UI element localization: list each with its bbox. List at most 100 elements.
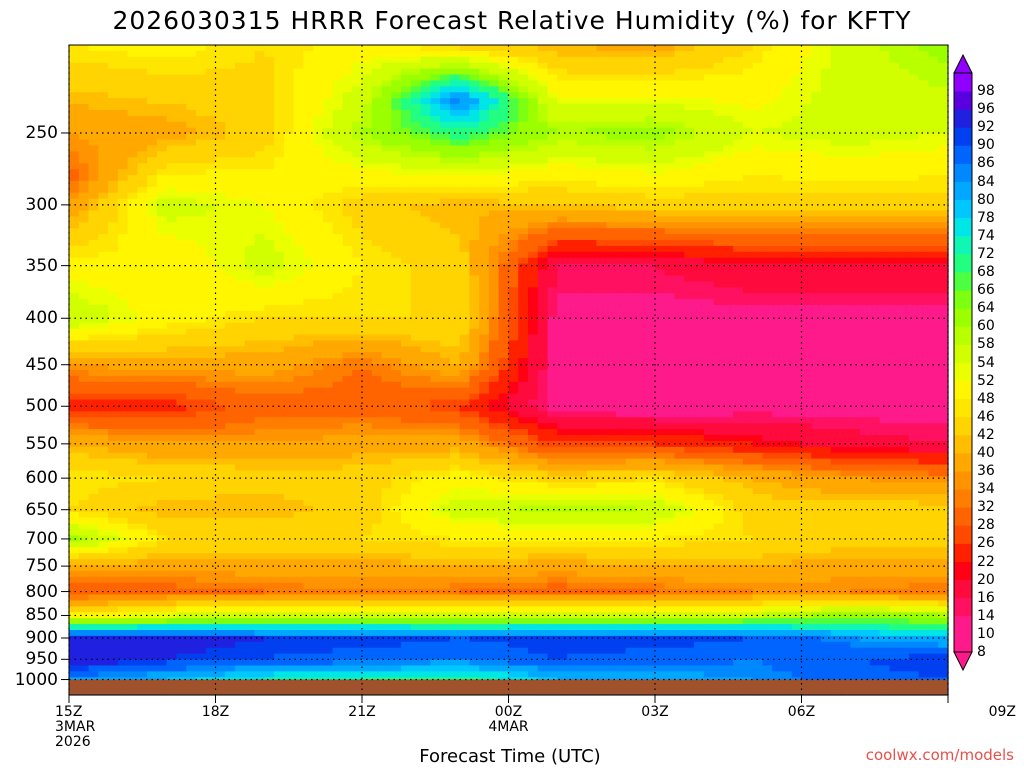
heatmap-cell xyxy=(225,635,236,643)
heatmap-cell xyxy=(264,476,275,483)
heatmap-cell xyxy=(313,582,324,590)
heatmap-cell xyxy=(342,340,353,347)
heatmap-cell xyxy=(98,222,109,229)
heatmap-cell xyxy=(362,370,373,377)
heatmap-cell xyxy=(88,157,99,164)
heatmap-cell xyxy=(244,216,256,223)
heatmap-cell xyxy=(235,269,246,277)
heatmap-cell xyxy=(362,316,373,324)
heatmap-cell xyxy=(127,110,138,117)
heatmap-cell xyxy=(410,624,422,631)
heatmap-cell xyxy=(117,630,129,637)
heatmap-cell xyxy=(88,328,99,336)
heatmap-cell xyxy=(303,186,314,194)
heatmap-cell xyxy=(420,346,431,353)
heatmap-cell xyxy=(176,110,187,117)
heatmap-cell xyxy=(147,121,158,129)
heatmap-cell xyxy=(137,145,148,152)
heatmap-cell xyxy=(459,263,471,271)
heatmap-cell xyxy=(147,228,158,235)
heatmap-cell xyxy=(440,180,451,188)
heatmap-cell xyxy=(254,429,265,436)
heatmap-cell xyxy=(108,45,119,52)
heatmap-cell xyxy=(322,565,334,572)
heatmap-cell xyxy=(469,659,480,667)
heatmap-cell xyxy=(137,210,148,217)
heatmap-cell xyxy=(440,405,451,412)
heatmap-cell xyxy=(205,529,217,537)
heatmap-cell xyxy=(69,565,80,572)
heatmap-cell xyxy=(254,446,265,454)
heatmap-cell xyxy=(488,322,500,330)
heatmap-cell xyxy=(498,133,510,141)
heatmap-cell xyxy=(156,180,168,188)
heatmap-cell xyxy=(137,600,148,607)
heatmap-cell xyxy=(479,582,490,590)
heatmap-cell xyxy=(371,62,383,70)
heatmap-cell xyxy=(88,399,99,407)
heatmap-cell xyxy=(410,618,422,625)
heatmap-cell xyxy=(283,547,295,554)
heatmap-cell xyxy=(215,68,226,76)
heatmap-cell xyxy=(410,104,422,111)
heatmap-cell xyxy=(430,505,441,513)
heatmap-cell xyxy=(127,570,138,578)
heatmap-cell xyxy=(117,505,129,513)
heatmap-cell xyxy=(401,387,412,395)
heatmap-cell xyxy=(459,222,471,229)
heatmap-cell xyxy=(215,464,226,472)
heatmap-cell xyxy=(244,240,256,247)
heatmap-cell xyxy=(274,139,285,147)
heatmap-cell xyxy=(98,80,109,87)
heatmap-cell xyxy=(88,624,99,631)
heatmap-cell xyxy=(78,198,90,206)
heatmap-cell xyxy=(391,133,402,141)
heatmap-cell xyxy=(352,511,363,519)
heatmap-cell xyxy=(235,352,246,359)
heatmap-cell xyxy=(225,458,236,466)
heatmap-cell xyxy=(117,145,129,152)
heatmap-cell xyxy=(215,570,226,578)
heatmap-cell xyxy=(117,80,129,87)
heatmap-cell xyxy=(469,641,480,649)
heatmap-cell xyxy=(254,647,265,655)
heatmap-cell xyxy=(215,281,226,288)
heatmap-cell xyxy=(498,328,510,336)
heatmap-cell xyxy=(215,559,226,566)
heatmap-cell xyxy=(371,612,383,619)
heatmap-cell xyxy=(479,198,490,206)
heatmap-cell xyxy=(205,440,217,448)
heatmap-cell xyxy=(362,80,373,87)
heatmap-cell xyxy=(362,618,373,625)
heatmap-cell xyxy=(420,157,431,164)
heatmap-cell xyxy=(283,56,295,64)
heatmap-cell xyxy=(401,500,412,507)
heatmap-cell xyxy=(176,121,187,129)
heatmap-cell xyxy=(186,488,197,495)
heatmap-cell xyxy=(108,50,119,58)
heatmap-cell xyxy=(459,535,471,542)
heatmap-cell xyxy=(283,204,295,212)
heatmap-cell xyxy=(205,263,217,271)
heatmap-cell xyxy=(147,110,158,117)
heatmap-cell xyxy=(235,541,246,548)
heatmap-cell xyxy=(156,381,168,389)
heatmap-cell xyxy=(254,470,265,477)
heatmap-cell xyxy=(88,228,99,235)
heatmap-cell xyxy=(137,653,148,661)
heatmap-cell xyxy=(371,222,383,229)
heatmap-cell xyxy=(264,68,275,76)
heatmap-cell xyxy=(362,245,373,253)
heatmap-cell xyxy=(215,305,226,312)
heatmap-cell xyxy=(254,576,265,584)
heatmap-cell xyxy=(205,352,217,359)
heatmap-cell xyxy=(420,68,431,76)
heatmap-cell xyxy=(195,169,207,176)
heatmap-cell xyxy=(264,180,275,188)
heatmap-cell xyxy=(508,222,519,229)
heatmap-cell xyxy=(332,251,344,259)
heatmap-cell xyxy=(410,494,422,501)
heatmap-cell xyxy=(176,192,187,200)
heatmap-cell xyxy=(166,228,178,235)
heatmap-cell xyxy=(166,600,178,607)
